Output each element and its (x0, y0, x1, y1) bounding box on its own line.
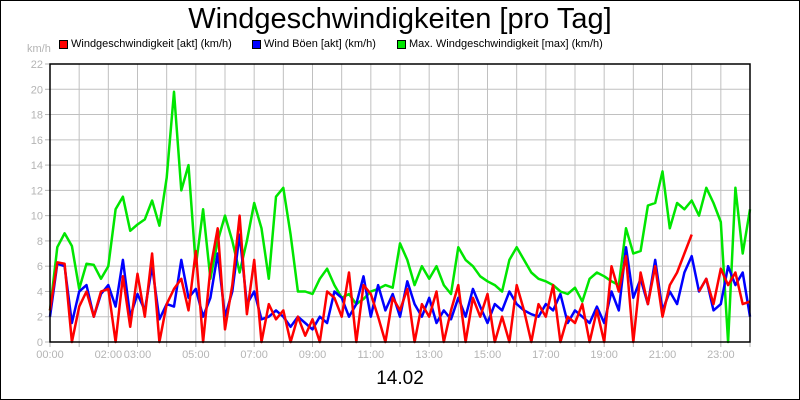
x-axis: 00:00 02:00 03:00 05:00 07:00 09:00 11:00 13:00… (36, 342, 751, 361)
x-tick-label: 13:00 (415, 349, 443, 361)
legend-swatch-blue-icon (252, 39, 261, 49)
x-tick-label: 17:00 (532, 349, 560, 361)
x-tick-label: 21:00 (649, 349, 677, 361)
legend-item-max-windspeed: Max. Windgeschwindigkeit [max] (km/h) (397, 38, 603, 50)
x-tick-label: 07:00 (240, 349, 268, 361)
y-tick-label: 4 (37, 286, 43, 298)
y-axis-unit-label: km/h (27, 43, 51, 55)
y-tick-label: 6 (37, 261, 43, 273)
x-tick-label: 11:00 (357, 349, 384, 361)
y-tick-label: 20 (31, 84, 43, 96)
plot-area-border (49, 63, 751, 343)
x-tick-label: 19:00 (590, 349, 618, 361)
legend-item-gusts: Wind Böen [akt] (km/h) (252, 38, 376, 50)
y-tick-label: 8 (37, 236, 43, 248)
legend-item-windspeed: Windgeschwindigkeit [akt] (km/h) (59, 38, 232, 50)
legend-label: Windgeschwindigkeit [akt] (km/h) (71, 38, 232, 50)
y-tick-label: 18 (31, 110, 43, 122)
x-tick-label: 15:00 (474, 349, 502, 361)
y-tick-label: 14 (31, 160, 43, 172)
series-line (697, 267, 751, 306)
series-line (48, 90, 752, 344)
series-line (48, 214, 693, 344)
x-tick-label: 09:00 (299, 349, 327, 361)
y-tick-label: 22 (31, 59, 43, 71)
legend-swatch-red-icon (59, 39, 68, 49)
x-tick-label: 03:00 (124, 349, 152, 361)
y-tick-label: 0 (37, 337, 43, 349)
x-tick-label: 02:00 (95, 349, 123, 361)
chart-legend: Windgeschwindigkeit [akt] (km/h) Wind Bö… (0, 38, 800, 54)
chart-series (48, 90, 752, 344)
y-tick-label: 12 (31, 185, 43, 197)
y-tick-label: 10 (31, 211, 43, 223)
legend-swatch-green-icon (397, 39, 406, 49)
x-tick-label: 23:00 (707, 349, 735, 361)
date-label: 14.02 (376, 368, 424, 389)
y-tick-label: 2 (37, 312, 43, 324)
x-tick-label: 05:00 (182, 349, 210, 361)
legend-label: Wind Böen [akt] (km/h) (264, 38, 376, 50)
y-tick-label: 16 (31, 135, 43, 147)
y-axis: 0 2 4 6 8 10 12 14 16 18 20 22 (31, 59, 50, 349)
x-tick-label: 00:00 (36, 349, 64, 361)
legend-label: Max. Windgeschwindigkeit [max] (km/h) (409, 38, 603, 50)
chart-title: Windgeschwindigkeiten [pro Tag] (188, 3, 612, 35)
